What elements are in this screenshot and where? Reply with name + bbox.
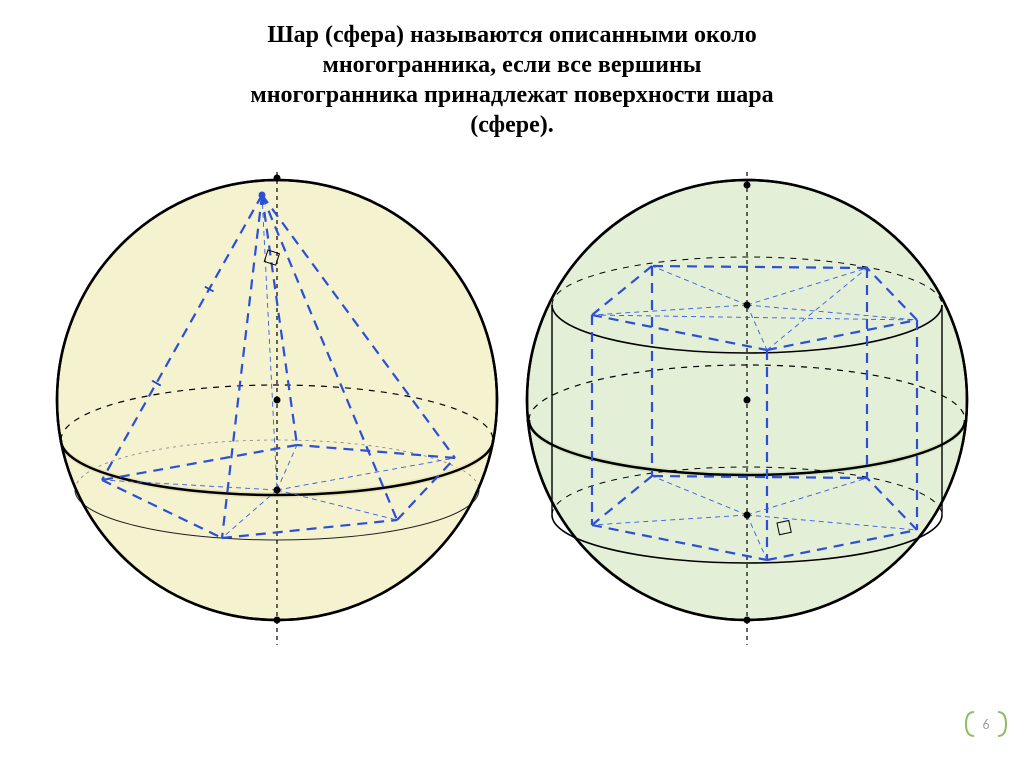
title-line-3: многогранника принадлежат поверхности ша… bbox=[250, 82, 773, 108]
sphere-prism-diagram bbox=[517, 140, 977, 660]
title-line-1: Шар (сфера) называются описанными около bbox=[267, 22, 756, 48]
definition-title: Шар (сфера) называются описанными около … bbox=[0, 0, 1024, 140]
title-line-2: многогранника, если все вершины bbox=[322, 52, 701, 78]
page-number: 6 bbox=[982, 716, 989, 733]
title-line-4: (сфере). bbox=[470, 112, 554, 138]
diagram-row bbox=[0, 140, 1024, 660]
sphere-pyramid-diagram bbox=[47, 140, 507, 660]
page-number-badge: 6 bbox=[964, 710, 1008, 738]
